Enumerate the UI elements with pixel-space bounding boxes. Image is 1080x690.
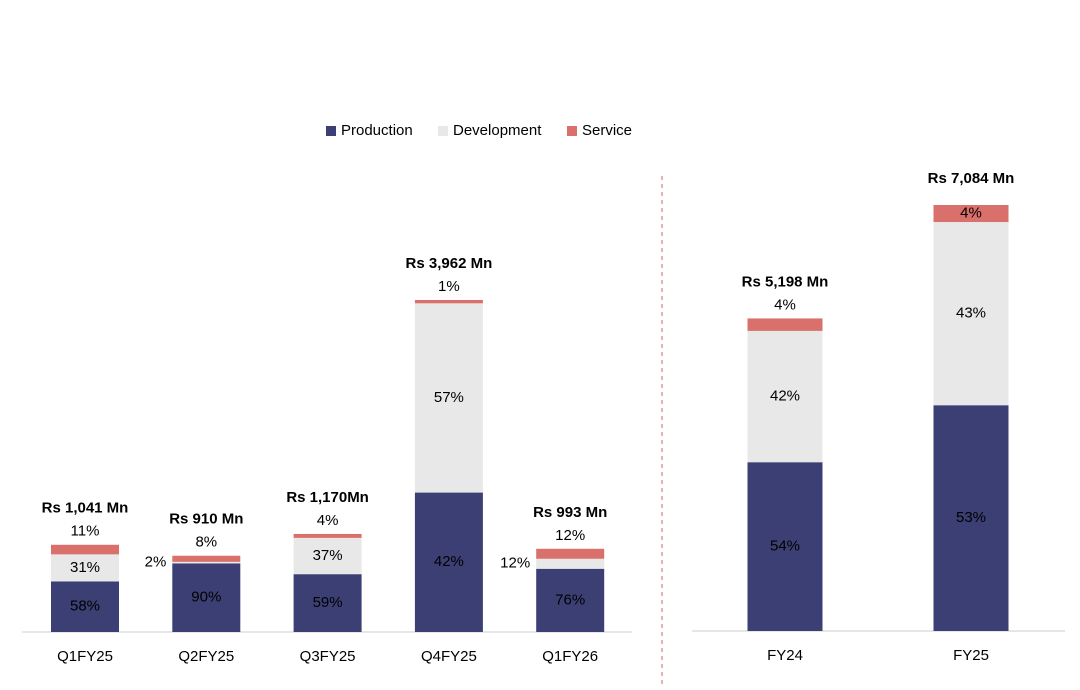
data-label: 76%: [555, 591, 585, 608]
bar-segment: [51, 554, 119, 582]
bar-segment: [747, 318, 823, 331]
data-label: 53%: [956, 509, 986, 526]
bar-segment: [293, 537, 362, 575]
legend-swatch: [326, 126, 336, 136]
bar-segment: [172, 563, 241, 632]
bar-segment: [293, 574, 362, 632]
data-label: 43%: [956, 305, 986, 322]
total-label: Rs 1,041 Mn: [42, 500, 129, 517]
bar-segment: [747, 462, 823, 631]
data-label: 31%: [70, 559, 100, 576]
data-label: 11%: [71, 523, 100, 540]
data-label: 37%: [313, 547, 343, 564]
data-label: 59%: [313, 594, 343, 611]
bar-segment: [536, 558, 605, 569]
x-tick-label: Q3FY25: [300, 648, 356, 665]
x-tick-label: FY25: [953, 647, 989, 664]
bar-segment: [414, 300, 483, 304]
bar-segment: [414, 303, 483, 493]
x-tick-label: FY24: [767, 647, 803, 664]
data-label: 8%: [195, 534, 217, 551]
bar-segment: [933, 222, 1009, 406]
data-label: 2%: [145, 554, 167, 571]
bar-segment: [933, 205, 1009, 223]
x-tick-label: Q1FY26: [542, 648, 598, 665]
legend-swatch: [438, 126, 448, 136]
data-label: 4%: [774, 296, 796, 313]
bar-segment: [536, 548, 605, 559]
data-label: 90%: [191, 589, 221, 606]
legend-swatch: [567, 126, 577, 136]
x-tick-label: Q2FY25: [178, 648, 234, 665]
bar-segment: [747, 330, 823, 463]
bar-segment: [172, 555, 241, 562]
x-tick-label: Q4FY25: [421, 648, 477, 665]
x-tick-label: Q1FY25: [57, 648, 113, 665]
data-label: 12%: [500, 555, 530, 572]
total-label: Rs 7,084 Mn: [928, 170, 1015, 187]
data-label: 12%: [555, 527, 585, 544]
bar-segment: [536, 568, 605, 632]
data-label: 42%: [770, 388, 800, 405]
bar-segment: [51, 544, 119, 555]
legend-label: Production: [341, 122, 413, 139]
data-label: 4%: [960, 204, 982, 221]
bar-segment: [51, 581, 119, 632]
bar-segment: [933, 405, 1009, 631]
data-label: 54%: [770, 538, 800, 555]
data-label: 1%: [438, 278, 460, 295]
data-label: 42%: [434, 553, 464, 570]
legend-label: Service: [582, 122, 632, 139]
total-label: Rs 1,170Mn: [286, 489, 369, 506]
bar-segment: [172, 561, 241, 564]
bar-segment: [414, 492, 483, 632]
data-label: 57%: [434, 389, 464, 406]
total-label: Rs 910 Mn: [169, 511, 243, 528]
total-label: Rs 993 Mn: [533, 504, 607, 521]
total-label: Rs 3,962 Mn: [406, 255, 493, 272]
total-label: Rs 5,198 Mn: [742, 273, 829, 290]
data-label: 58%: [70, 598, 100, 615]
legend-label: Development: [453, 122, 542, 139]
bar-segment: [293, 533, 362, 538]
data-label: 4%: [317, 512, 339, 529]
